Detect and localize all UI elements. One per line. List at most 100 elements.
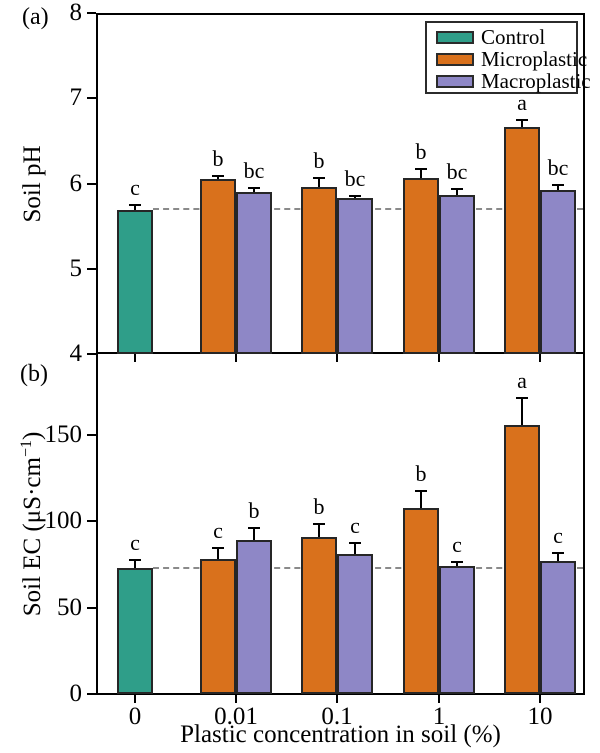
sig-letter-macroplastic-0.1-a: bc <box>344 165 366 191</box>
y-tick-a-5 <box>87 267 96 270</box>
error-bar-cap <box>212 174 224 177</box>
error-bar-stem <box>253 526 255 541</box>
error-bar-microplastic-0.01-b <box>212 547 224 560</box>
y-tick-a-8 <box>87 12 96 14</box>
error-bar-microplastic-10-b <box>516 397 528 425</box>
legend-item-macroplastic: Macroplastic <box>436 71 591 92</box>
error-bar-cap <box>313 523 325 526</box>
sig-letter-microplastic-10-a: a <box>517 89 527 115</box>
bar-microplastic-10-b <box>504 424 540 694</box>
error-bar-control-0-a <box>129 203 141 210</box>
x-tick-a-10 <box>539 354 541 362</box>
error-bar-stem <box>318 523 320 537</box>
error-bar-cap <box>349 194 361 197</box>
sig-letter-control-0-b: c <box>130 530 140 556</box>
legend: Control Microplastic Macroplastic <box>425 21 591 94</box>
sig-letter-macroplastic-10-a: bc <box>547 154 569 180</box>
bar-microplastic-0.01-a <box>200 179 236 354</box>
frame-right <box>583 13 585 695</box>
y-tick-label-a-6: 6 <box>69 169 83 197</box>
legend-swatch-microplastic <box>436 53 474 66</box>
legend-item-microplastic: Microplastic <box>436 49 587 70</box>
error-bar-macroplastic-0.01-b <box>248 526 260 541</box>
bar-microplastic-0.01-b <box>200 559 236 694</box>
sig-letter-macroplastic-0.01-a: bc <box>243 157 265 183</box>
error-bar-cap <box>451 561 463 564</box>
y-tick-label-b-150: 150 <box>44 421 83 449</box>
error-bar-cap <box>552 552 564 555</box>
y-tick-label-b-0: 0 <box>69 680 83 707</box>
error-bar-macroplastic-0.1-a <box>349 194 361 198</box>
error-bar-stem <box>217 174 219 180</box>
y-tick-b-100 <box>87 520 96 523</box>
error-bar-stem <box>134 203 136 210</box>
error-bar-stem <box>557 552 559 562</box>
error-bar-stem <box>557 183 559 191</box>
bar-microplastic-0.1-a <box>301 186 337 354</box>
panel-a-label: (a) <box>22 4 49 30</box>
y-tick-label-a-7: 7 <box>69 84 83 112</box>
error-bar-stem <box>217 547 219 560</box>
y-tick-label-a-4: 4 <box>69 340 83 367</box>
frame-bottom <box>96 693 585 695</box>
panel-b-label: (b) <box>20 361 48 387</box>
error-bar-microplastic-1-a <box>415 168 427 179</box>
plot-area: 4 5 6 7 8 c b b b a bc bc bc bc 0 50 100 150 0 0.01 0.1 1 10 c c… <box>45 0 585 730</box>
y-tick-a-4 <box>87 353 96 355</box>
y-tick-b-150 <box>87 434 96 437</box>
sig-letter-microplastic-0.1-b: b <box>313 494 325 520</box>
frame-left <box>96 13 98 695</box>
error-bar-microplastic-0.01-a <box>212 174 224 180</box>
error-bar-stem <box>456 561 458 567</box>
y-axis-label-ec-base: Soil EC (μS·cm <box>19 457 47 617</box>
x-axis-label: Plastic concentration in soil (%) <box>180 721 501 748</box>
sig-letter-macroplastic-1-b: c <box>452 532 462 558</box>
error-bar-cap <box>129 559 141 562</box>
error-bar-microplastic-10-a <box>516 118 528 128</box>
x-tick-a-0 <box>134 354 136 362</box>
y-tick-label-a-5: 5 <box>69 254 83 282</box>
bar-macroplastic-1-a <box>439 194 475 354</box>
sig-letter-control-0-a: c <box>130 174 140 200</box>
error-bar-macroplastic-1-b <box>451 561 463 567</box>
bar-control-0-a <box>117 209 153 354</box>
bar-macroplastic-0.01-a <box>236 192 272 354</box>
error-bar-cap <box>212 547 224 550</box>
sig-letter-macroplastic-1-a: bc <box>446 158 468 184</box>
error-bar-stem <box>456 187 458 195</box>
error-bar-microplastic-0.1-b <box>313 523 325 537</box>
bar-microplastic-1-b <box>403 507 439 694</box>
y-tick-a-6 <box>87 182 96 185</box>
x-tick-b-10 <box>539 695 541 703</box>
error-bar-cap <box>415 490 427 493</box>
x-tick-a-1 <box>438 354 440 362</box>
error-bar-stem <box>420 490 422 508</box>
error-bar-cap <box>516 397 528 400</box>
sig-letter-microplastic-1-b: b <box>415 461 427 487</box>
x-tick-label-0: 0 <box>128 703 142 730</box>
sig-letter-microplastic-0.1-a: b <box>313 147 325 173</box>
error-bar-cap <box>516 118 528 121</box>
error-bar-stem <box>354 542 356 555</box>
x-tick-b-0.1 <box>336 695 338 703</box>
error-bar-microplastic-0.1-a <box>313 176 325 187</box>
x-tick-label-10: 10 <box>527 703 553 730</box>
error-bar-stem <box>521 397 523 425</box>
bar-microplastic-1-a <box>403 178 439 354</box>
error-bar-macroplastic-0.1-b <box>349 542 361 555</box>
y-tick-a-7 <box>87 97 96 100</box>
bar-macroplastic-0.01-b <box>236 540 272 694</box>
x-tick-b-0.01 <box>235 695 237 703</box>
legend-label-control: Control <box>481 25 546 49</box>
y-tick-label-a-8: 8 <box>69 0 83 26</box>
x-tick-b-1 <box>438 695 440 703</box>
legend-swatch-control <box>436 31 474 44</box>
error-bar-cap <box>313 176 325 179</box>
error-bar-macroplastic-0.01-a <box>248 186 260 193</box>
bar-macroplastic-0.1-b <box>337 554 373 694</box>
error-bar-cap <box>248 526 260 529</box>
error-bar-cap <box>248 186 260 189</box>
sig-letter-microplastic-0.01-b: c <box>213 518 223 544</box>
sig-letter-microplastic-10-b: a <box>517 368 527 394</box>
